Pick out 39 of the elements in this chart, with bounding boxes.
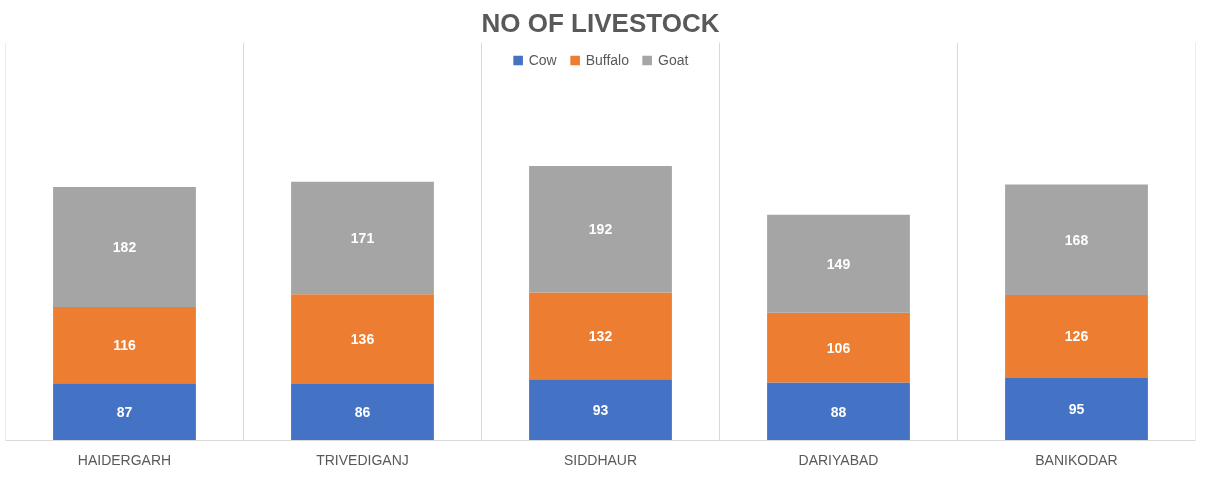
bar xyxy=(529,379,672,441)
bar xyxy=(767,214,910,313)
legend-label: Buffalo xyxy=(585,52,629,68)
legend-label: Goat xyxy=(658,52,689,68)
x-tick-label: SIDDHAUR xyxy=(563,451,638,468)
bar xyxy=(291,181,434,295)
bar xyxy=(767,312,910,383)
x-tick-label: TRIVEDIGANJ xyxy=(316,451,409,468)
x-tick-label: BANIKODAR xyxy=(1035,451,1118,468)
data-label: 149 xyxy=(826,255,851,272)
bar xyxy=(53,383,196,441)
bar xyxy=(1005,184,1148,296)
x-tick-label: HAIDERGARH xyxy=(77,451,172,468)
data-label: 182 xyxy=(112,238,137,255)
data-label: 106 xyxy=(826,339,851,356)
chart-title: NO OF LIVESTOCK xyxy=(481,7,720,38)
data-label: 192 xyxy=(588,221,613,238)
data-label: 171 xyxy=(350,230,375,247)
bar xyxy=(529,292,672,380)
bar xyxy=(291,294,434,384)
data-label: 132 xyxy=(588,327,613,344)
data-label: 116 xyxy=(113,337,137,354)
data-label: 136 xyxy=(350,331,375,348)
bar xyxy=(1005,377,1148,441)
data-label: 93 xyxy=(592,401,609,418)
data-label: 95 xyxy=(1068,401,1085,418)
data-label: 86 xyxy=(354,404,371,421)
bar xyxy=(53,187,196,307)
data-label: 88 xyxy=(830,403,847,420)
bar xyxy=(53,306,196,384)
x-tick-label: DARIYABAD xyxy=(798,451,879,468)
bar xyxy=(767,382,910,441)
bar xyxy=(1005,295,1148,378)
legend-label: Cow xyxy=(528,52,557,68)
data-label: 87 xyxy=(116,403,133,420)
bar xyxy=(291,383,434,441)
data-label: 126 xyxy=(1064,328,1089,345)
data-label: 168 xyxy=(1064,231,1089,248)
bar xyxy=(529,166,672,293)
